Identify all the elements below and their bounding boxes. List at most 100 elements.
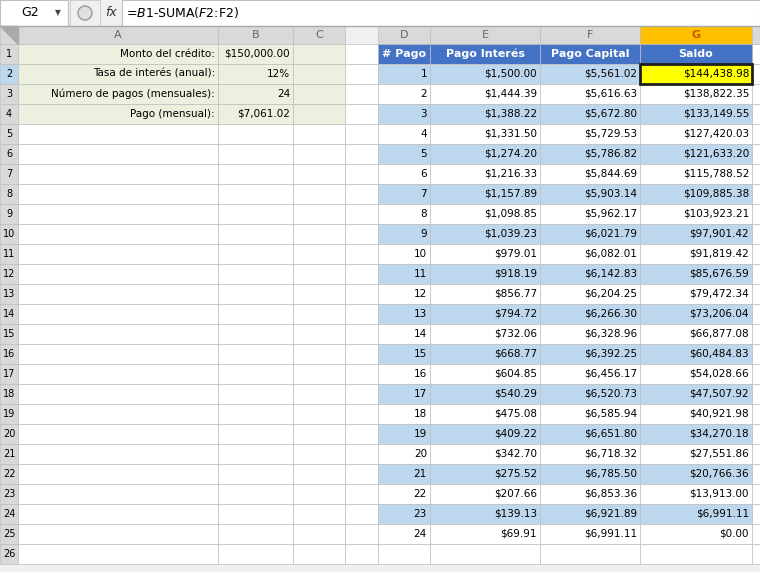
Text: 13: 13 [413, 309, 427, 319]
Bar [218, 64, 293, 84]
Bar [430, 64, 540, 84]
Text: $6,456.17: $6,456.17 [584, 369, 637, 379]
Bar [752, 264, 760, 284]
Bar [218, 224, 293, 244]
Bar [0, 64, 18, 84]
Text: 12%: 12% [267, 69, 290, 79]
Bar [218, 424, 293, 444]
Text: $409.22: $409.22 [494, 429, 537, 439]
Text: $6,520.73: $6,520.73 [584, 389, 637, 399]
Bar [430, 104, 540, 124]
Bar [293, 84, 345, 104]
Text: $5,903.14: $5,903.14 [584, 189, 637, 199]
Bar [18, 264, 218, 284]
Bar [640, 424, 752, 444]
Bar [752, 204, 760, 224]
Text: $27,551.86: $27,551.86 [689, 449, 749, 459]
Bar [0, 0, 68, 26]
Text: $6,651.80: $6,651.80 [584, 429, 637, 439]
Bar [218, 324, 293, 344]
Text: # Pago: # Pago [382, 49, 426, 59]
Text: $5,786.82: $5,786.82 [584, 149, 637, 159]
Bar [293, 104, 345, 124]
Text: Monto del crédito:: Monto del crédito: [120, 49, 215, 59]
Text: 24: 24 [277, 89, 290, 99]
Bar [378, 464, 430, 484]
Bar [218, 524, 293, 544]
Text: 7: 7 [420, 189, 427, 199]
Bar [0, 384, 18, 404]
Bar [18, 544, 218, 564]
Text: 6: 6 [420, 169, 427, 179]
Bar [218, 104, 293, 124]
Bar [540, 124, 640, 144]
Text: 17: 17 [413, 389, 427, 399]
Bar [540, 184, 640, 204]
Bar [430, 26, 540, 44]
Bar [430, 404, 540, 424]
Bar [345, 264, 378, 284]
Bar [345, 304, 378, 324]
Bar [752, 544, 760, 564]
Text: C: C [315, 30, 323, 40]
Bar [293, 224, 345, 244]
Bar [18, 364, 218, 384]
Bar [18, 64, 218, 84]
Bar [378, 124, 430, 144]
Bar [430, 304, 540, 324]
Text: Pago Capital: Pago Capital [551, 49, 629, 59]
Bar [640, 64, 752, 84]
Bar [540, 144, 640, 164]
Text: fx: fx [105, 6, 117, 19]
Bar [540, 224, 640, 244]
Bar [345, 524, 378, 544]
Bar [18, 524, 218, 544]
Bar [378, 264, 430, 284]
Text: $275.52: $275.52 [494, 469, 537, 479]
Bar [540, 464, 640, 484]
Bar [293, 284, 345, 304]
Bar [218, 384, 293, 404]
Bar [640, 44, 752, 64]
Text: Saldo: Saldo [679, 49, 714, 59]
Bar [752, 504, 760, 524]
Text: 23: 23 [413, 509, 427, 519]
Bar [540, 504, 640, 524]
Bar [0, 264, 18, 284]
Text: $150,000.00: $150,000.00 [224, 49, 290, 59]
Bar [640, 124, 752, 144]
Bar [0, 244, 18, 264]
Text: $47,507.92: $47,507.92 [689, 389, 749, 399]
Bar [752, 224, 760, 244]
Bar [18, 164, 218, 184]
Text: $6,328.96: $6,328.96 [584, 329, 637, 339]
Bar [430, 444, 540, 464]
Text: 18: 18 [413, 409, 427, 419]
Bar [345, 84, 378, 104]
Bar [0, 344, 18, 364]
Bar [345, 224, 378, 244]
Bar [378, 204, 430, 224]
Bar [430, 264, 540, 284]
Bar [540, 484, 640, 504]
Bar [218, 26, 293, 44]
Bar [18, 204, 218, 224]
Text: $6,392.25: $6,392.25 [584, 349, 637, 359]
Bar [218, 304, 293, 324]
Bar [345, 244, 378, 264]
Bar [378, 244, 430, 264]
Text: 5: 5 [420, 149, 427, 159]
Bar [218, 164, 293, 184]
Bar [640, 344, 752, 364]
Text: $6,785.50: $6,785.50 [584, 469, 637, 479]
Bar [0, 364, 18, 384]
Text: 2: 2 [420, 89, 427, 99]
Bar [0, 444, 18, 464]
Text: $40,921.98: $40,921.98 [689, 409, 749, 419]
Text: 10: 10 [414, 249, 427, 259]
Bar [0, 404, 18, 424]
Text: Pago Interés: Pago Interés [445, 49, 524, 59]
Text: 17: 17 [3, 369, 15, 379]
Text: $1,039.23: $1,039.23 [484, 229, 537, 239]
Text: $34,270.18: $34,270.18 [689, 429, 749, 439]
